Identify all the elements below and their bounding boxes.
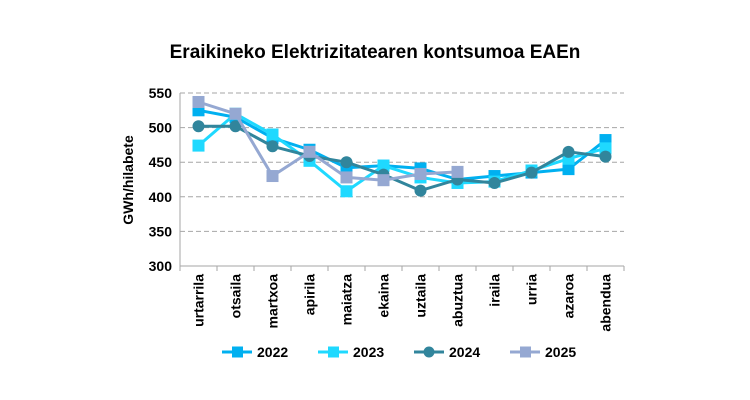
data-point	[266, 140, 279, 153]
data-point	[192, 120, 205, 133]
legend-label: 2023	[353, 344, 384, 360]
y-tick-label: 350	[149, 223, 173, 239]
y-tick-label: 550	[149, 85, 173, 101]
legend-marker	[423, 346, 435, 358]
axes	[179, 93, 625, 271]
legend-marker	[232, 346, 243, 358]
tick-labels: 300 350 400 450 500 550 urtarrila otsaila martxo…	[149, 85, 614, 332]
data-point	[414, 167, 427, 180]
data-point	[377, 174, 390, 187]
data-point	[414, 184, 427, 197]
data-point	[192, 139, 205, 152]
y-tick-label: 400	[149, 189, 173, 205]
x-tick-label: abendua	[598, 274, 614, 332]
data-point	[340, 185, 353, 198]
x-tick-label: ekaina	[376, 274, 392, 318]
data-point	[192, 95, 205, 108]
x-tick-label: abuztua	[450, 274, 466, 327]
data-point	[377, 159, 390, 172]
y-tick-label: 300	[149, 258, 173, 274]
x-tick-label: martxoa	[265, 274, 281, 329]
data-point	[525, 166, 538, 179]
series-2024	[192, 120, 612, 197]
x-tick-label: urria	[524, 274, 540, 305]
data-point	[562, 145, 575, 158]
data-point	[266, 170, 279, 183]
legend-label: 2025	[545, 344, 576, 360]
data-point	[266, 128, 279, 141]
y-tick-label: 500	[149, 120, 173, 136]
data-point	[599, 142, 612, 155]
series-line	[198, 108, 607, 181]
x-tick-label: maiatza	[339, 274, 355, 326]
data-point	[599, 150, 612, 163]
series-group	[192, 95, 612, 198]
x-tick-label: uztaila	[413, 274, 429, 318]
data-point	[562, 163, 575, 176]
y-axis-label: GWh/hilabete	[120, 135, 136, 225]
series-line	[198, 100, 458, 182]
series-line	[198, 124, 606, 193]
x-tick-label: apirila	[302, 274, 318, 315]
legend-label: 2022	[257, 344, 288, 360]
legend-marker	[328, 346, 339, 358]
data-point	[229, 107, 242, 120]
data-point	[340, 156, 353, 169]
y-tick-label: 450	[149, 154, 173, 170]
chart-title: Eraikineko Elektrizitatearen kontsumoa E…	[170, 42, 581, 63]
data-point	[340, 171, 353, 184]
legend-label: 2024	[449, 344, 480, 360]
series-2025	[192, 95, 464, 187]
x-tick-label: iraila	[487, 274, 503, 307]
legend: 2022 2023 2024 2025	[222, 344, 576, 360]
x-tick-label: urtarrila	[191, 274, 207, 327]
data-point	[451, 165, 464, 178]
x-tick-label: azaroa	[561, 274, 577, 319]
data-point	[229, 120, 242, 133]
x-tick-label: otsaila	[228, 274, 244, 319]
data-point	[488, 176, 501, 189]
data-point	[303, 145, 316, 158]
legend-marker	[520, 346, 531, 358]
